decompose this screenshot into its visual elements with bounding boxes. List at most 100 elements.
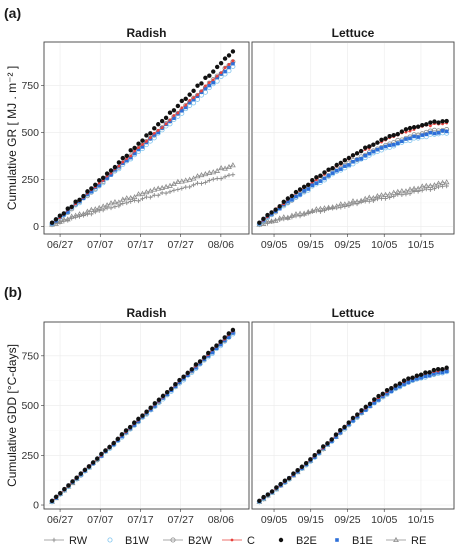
data-point-b2e bbox=[306, 182, 311, 188]
data-point-b2e bbox=[367, 401, 373, 407]
data-point-c bbox=[207, 81, 211, 85]
data-point-b2e bbox=[444, 118, 449, 124]
data-point-re bbox=[190, 175, 197, 181]
data-point-b2e bbox=[444, 365, 449, 370]
data-point-b1e bbox=[375, 147, 380, 152]
x-tick-label: 06/27 bbox=[47, 514, 73, 526]
data-point-re bbox=[100, 203, 107, 209]
data-point-rw bbox=[183, 184, 188, 190]
data-point-re bbox=[206, 169, 213, 175]
data-point-b1e bbox=[416, 135, 420, 139]
data-point-b2e bbox=[127, 424, 133, 430]
x-tick-label: 10/15 bbox=[408, 514, 434, 526]
data-point-c bbox=[145, 139, 148, 143]
data-point-b2e bbox=[93, 182, 98, 187]
data-point-b2e bbox=[214, 64, 220, 70]
data-point-b1e bbox=[203, 86, 208, 91]
panel-tag-a: (a) bbox=[4, 5, 21, 21]
data-point-b2e bbox=[358, 148, 364, 154]
data-point-c bbox=[176, 111, 180, 115]
data-point-b1e bbox=[172, 116, 176, 120]
data-point-b2e bbox=[363, 404, 368, 410]
data-point-b2e bbox=[206, 350, 211, 356]
x-tick-label: 07/07 bbox=[87, 514, 113, 526]
data-point-b1e bbox=[444, 369, 449, 374]
data-point-c bbox=[211, 78, 215, 82]
data-point-re bbox=[182, 177, 189, 183]
legend-label: RE bbox=[411, 535, 426, 547]
data-point-b2e bbox=[401, 378, 407, 383]
legend-key-marker bbox=[51, 537, 57, 543]
data-point-rw bbox=[203, 180, 208, 185]
data-point-b1e bbox=[326, 173, 331, 178]
data-point-b2e bbox=[367, 144, 372, 149]
data-point-b2e bbox=[387, 133, 392, 139]
data-point-b2e bbox=[152, 126, 157, 131]
data-point-b1e bbox=[302, 189, 306, 193]
data-point-b2e bbox=[175, 103, 181, 109]
data-point-re bbox=[366, 194, 373, 200]
data-point-b2e bbox=[152, 401, 158, 406]
data-point-b2e bbox=[342, 424, 347, 430]
data-point-re bbox=[305, 209, 312, 215]
data-point-b2e bbox=[282, 478, 288, 483]
data-point-re bbox=[210, 169, 217, 175]
data-point-b1e bbox=[330, 171, 335, 175]
data-point-b1e bbox=[444, 129, 449, 134]
series-group bbox=[256, 118, 450, 228]
data-point-re bbox=[313, 206, 320, 212]
legend-key-marker bbox=[335, 538, 339, 542]
data-point-b2e bbox=[207, 73, 212, 78]
chart-a-lettuce: Lettuce 09/05 09/15 09/25 10/05 10/15 bbox=[251, 24, 455, 251]
data-point-b2e bbox=[156, 397, 162, 402]
x-tick-label: 07/17 bbox=[127, 514, 153, 526]
facet-title-lettuce: Lettuce bbox=[332, 306, 375, 320]
data-point-b2e bbox=[193, 362, 199, 367]
data-point-re bbox=[297, 210, 303, 216]
data-point-b2e bbox=[159, 118, 165, 124]
data-point-re bbox=[264, 218, 271, 224]
data-point-c bbox=[196, 93, 199, 97]
data-point-b1e bbox=[223, 69, 227, 74]
data-point-re bbox=[116, 199, 122, 205]
data-point-b1e bbox=[408, 136, 412, 141]
plot-border bbox=[43, 41, 250, 235]
data-point-re bbox=[127, 194, 134, 201]
data-point-b2e bbox=[427, 370, 432, 375]
data-point-b1e bbox=[385, 391, 389, 396]
data-point-rw bbox=[100, 207, 106, 213]
data-point-re bbox=[60, 216, 67, 222]
data-point-re bbox=[415, 185, 422, 191]
data-point-b1e bbox=[306, 187, 311, 191]
data-point-b1e bbox=[376, 398, 381, 402]
data-point-c bbox=[160, 126, 164, 130]
data-point-b1e bbox=[156, 130, 161, 135]
data-point-b1e bbox=[194, 365, 198, 370]
data-point-rw bbox=[163, 190, 169, 196]
data-point-re bbox=[362, 195, 369, 201]
facet-strip bbox=[44, 24, 249, 42]
data-point-b2e bbox=[177, 377, 182, 383]
data-point-b2e bbox=[330, 165, 335, 171]
data-point-b1e bbox=[218, 342, 223, 347]
data-point-b1e bbox=[428, 130, 433, 135]
data-point-b2e bbox=[424, 122, 429, 127]
facet-strip bbox=[44, 304, 249, 322]
data-point-re bbox=[119, 196, 126, 202]
data-point-b2e bbox=[265, 212, 270, 218]
data-point-b1e bbox=[424, 132, 429, 137]
data-point-re bbox=[341, 201, 348, 207]
data-point-b1e bbox=[404, 137, 408, 141]
data-point-b1e bbox=[153, 404, 157, 408]
data-point-b1e bbox=[436, 370, 440, 375]
data-point-re bbox=[423, 182, 430, 188]
data-point-b1e bbox=[132, 151, 137, 156]
data-point-b1e bbox=[334, 435, 338, 439]
data-point-b1e bbox=[412, 134, 416, 139]
data-point-b2e bbox=[61, 211, 67, 216]
data-point-re bbox=[358, 197, 365, 203]
data-point-re bbox=[226, 163, 232, 170]
data-point-re bbox=[333, 203, 340, 209]
data-point-b1e bbox=[207, 83, 212, 88]
data-point-b2e bbox=[372, 397, 377, 402]
